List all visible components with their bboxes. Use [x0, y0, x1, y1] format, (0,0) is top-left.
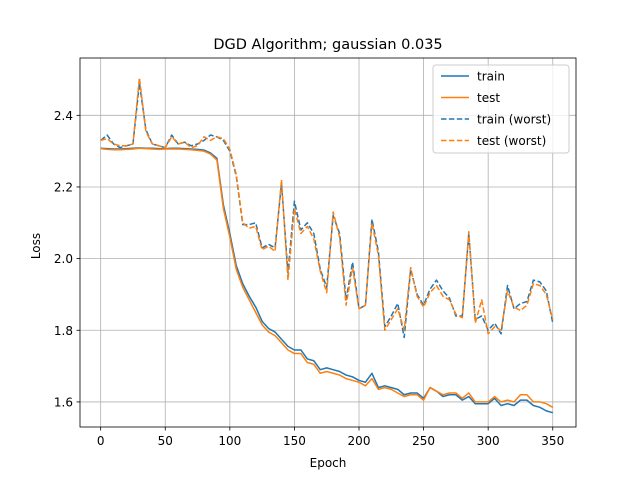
axis-ticks: 0 50 100 150 200 250 300 350 1.6 1.8 2.0 2.2 2.4	[54, 109, 564, 448]
x-tick-label: 50	[158, 434, 173, 448]
legend-label: train	[477, 70, 505, 84]
legend-label: train (worst)	[477, 113, 551, 127]
y-tick-label: 2.2	[54, 180, 73, 194]
legend-label: test (worst)	[477, 134, 546, 148]
y-axis-label: Loss	[29, 233, 43, 259]
axes-frame	[79, 57, 577, 428]
chart-title: DGD Algorithm; gaussian 0.035	[213, 37, 442, 53]
legend-box	[432, 64, 570, 154]
series-line-test-worst	[100, 76, 554, 335]
x-tick-label: 200	[348, 434, 371, 448]
y-tick-label: 2.0	[54, 252, 73, 266]
x-tick-label: 150	[283, 434, 306, 448]
legend: train test train (worst) test (worst)	[432, 64, 570, 154]
x-tick-label: 350	[541, 434, 564, 448]
y-tick-label: 1.8	[54, 324, 73, 338]
x-tick-label: 300	[477, 434, 500, 448]
legend-label: test	[477, 91, 500, 105]
y-tick-label: 1.6	[54, 395, 73, 409]
plot-lines	[100, 76, 554, 414]
series-line-test	[100, 147, 554, 408]
x-tick-label: 0	[97, 434, 105, 448]
x-tick-label: 250	[412, 434, 435, 448]
y-tick-label: 2.4	[54, 109, 73, 123]
x-axis-label: Epoch	[310, 456, 347, 470]
x-tick-label: 100	[218, 434, 241, 448]
